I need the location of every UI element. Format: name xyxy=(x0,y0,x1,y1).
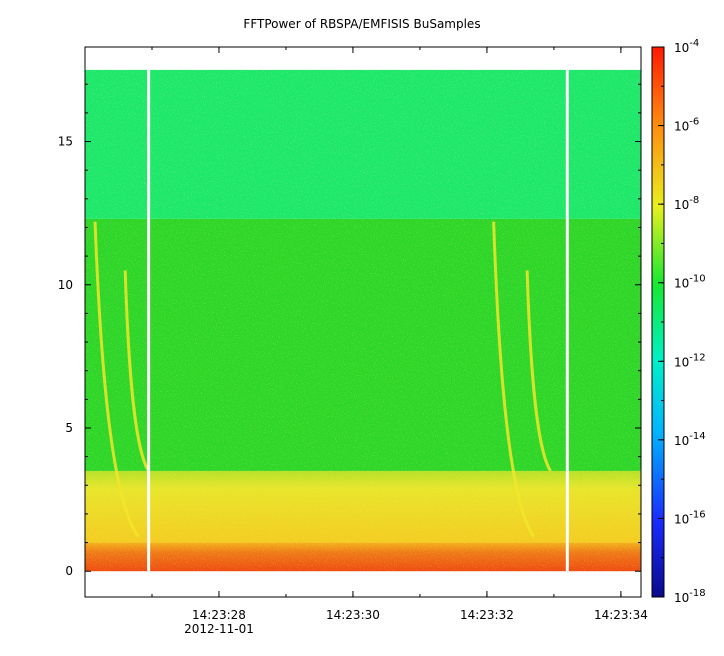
chorus-element xyxy=(492,221,536,538)
chorus-element xyxy=(123,270,150,472)
x-tick-label: 14:23:30 xyxy=(326,608,380,622)
data-gap xyxy=(147,69,151,572)
y-tick-label: 15 xyxy=(58,135,73,149)
y-tick-label: 0 xyxy=(65,564,73,578)
x-tick-label: 14:23:34 xyxy=(594,608,648,622)
plot-axes: 0 5 10 15 14:23:28 14:23:30 14:23:32 14:23:34 20… xyxy=(58,46,648,636)
colorbar-tick-label: 10-4 xyxy=(674,38,699,55)
colorbar-tick-label: 10-12 xyxy=(674,352,706,369)
spectrogram-data xyxy=(85,69,641,572)
x-tick-label: 14:23:32 xyxy=(460,608,514,622)
chart-title: FFTPower of RBSPA/EMFISIS BuSamples xyxy=(243,17,481,31)
colorbar-tick-label: 10-16 xyxy=(674,509,706,526)
chorus-element xyxy=(525,270,552,472)
x-date-label: 2012-11-01 xyxy=(184,622,254,636)
colorbar-tick-label: 10-18 xyxy=(674,588,706,605)
y-tick-label: 5 xyxy=(65,421,73,435)
colorbar-tick-label: 10-10 xyxy=(674,274,706,291)
colorbar-tick-label: 10-6 xyxy=(674,117,699,134)
chorus-element xyxy=(93,221,140,538)
data-gap xyxy=(565,69,569,572)
noise-speckle xyxy=(85,69,641,572)
y-tick-label: 10 xyxy=(58,278,73,292)
colorbar: 10-4 10-6 10-8 10-10 10-12 10-14 10-16 10-18 xyxy=(651,38,706,605)
colorbar-tick-label: 10-8 xyxy=(674,195,699,212)
x-tick-label: 14:23:28 xyxy=(192,608,246,622)
plot-frame xyxy=(84,46,642,598)
colorbar-tick-label: 10-14 xyxy=(674,431,706,448)
